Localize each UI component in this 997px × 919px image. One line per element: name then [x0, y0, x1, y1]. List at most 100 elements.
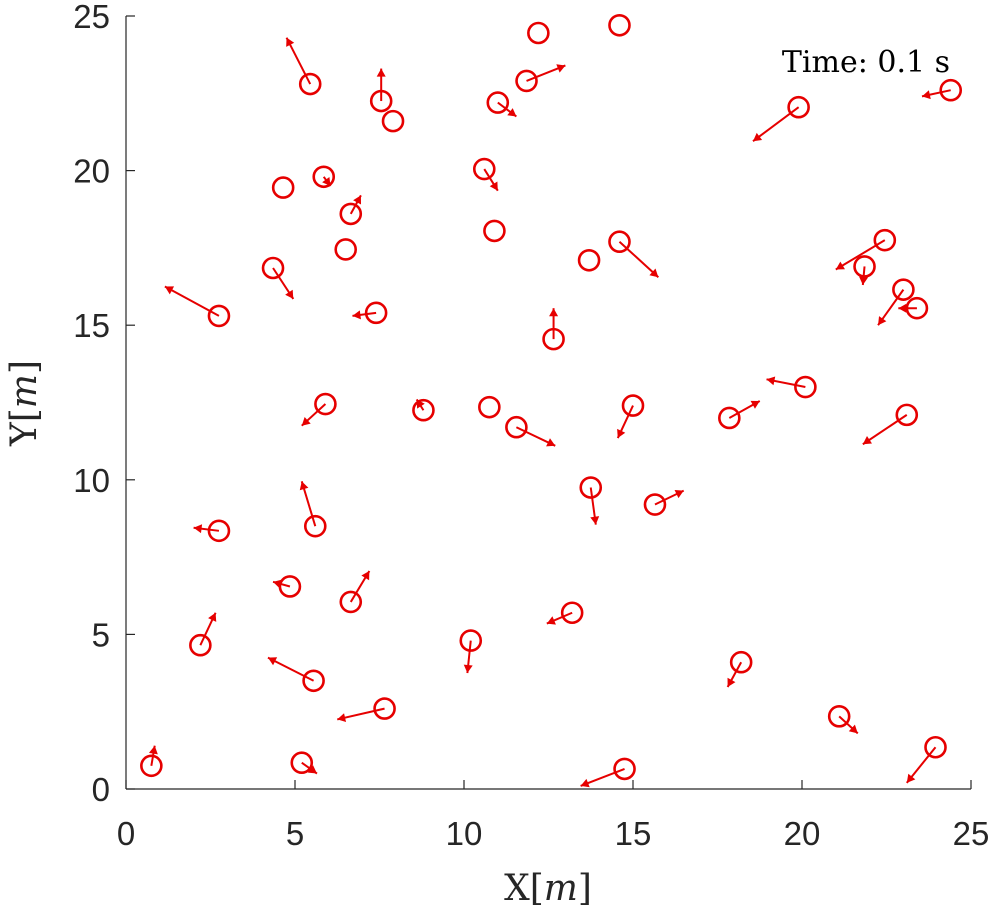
arrow-head	[580, 778, 590, 788]
arrow-head	[649, 268, 659, 278]
y-tick-label: 20	[73, 153, 110, 190]
velocity-arrow	[337, 707, 385, 721]
agent-point	[643, 493, 667, 516]
agent-point	[718, 406, 741, 430]
arrow-head	[361, 571, 370, 581]
agent-point	[577, 248, 601, 272]
x-tick-label: 5	[286, 815, 304, 852]
agent-point	[303, 514, 327, 538]
agent-point	[140, 754, 163, 778]
velocity-arrow	[285, 37, 312, 85]
agent-point	[939, 78, 963, 102]
arrow-head	[301, 416, 311, 426]
agent-point	[459, 629, 483, 652]
velocity-arrow	[835, 239, 886, 271]
arrow-head	[766, 376, 776, 386]
arrow-head	[507, 108, 517, 117]
agent-point	[290, 751, 314, 775]
agent-point	[271, 176, 295, 199]
arrow-head	[898, 303, 907, 313]
y-tick-label: 0	[92, 771, 110, 808]
agent-point	[527, 21, 550, 45]
agent-point	[261, 256, 285, 280]
y-tick-label: 15	[73, 307, 110, 344]
agent-point	[560, 601, 584, 625]
x-tick-label: 25	[953, 815, 990, 852]
arrow-head	[921, 90, 931, 100]
arrow-head	[549, 308, 559, 317]
agent-point	[189, 633, 212, 657]
y-tick-label: 10	[73, 462, 110, 499]
arrow-head	[750, 400, 760, 409]
arrow-head	[376, 68, 386, 77]
agent-point	[608, 13, 631, 37]
agent-point	[472, 157, 496, 181]
y-tick-label: 25	[73, 0, 110, 35]
agent-point	[924, 735, 947, 759]
agent-point	[608, 230, 631, 254]
arrow-head	[353, 195, 362, 205]
agent-point	[486, 91, 510, 114]
x-tick-label: 0	[117, 815, 135, 852]
agent-point	[339, 590, 363, 614]
agent-markers	[140, 13, 963, 788]
arrow-head	[193, 524, 203, 534]
agent-point	[729, 650, 753, 674]
arrow-head	[556, 64, 566, 73]
agent-point	[298, 72, 322, 96]
arrow-head	[164, 286, 175, 295]
agent-point	[505, 415, 528, 439]
arrow-head	[546, 616, 556, 625]
arrow-head	[859, 276, 869, 286]
arrow-head	[307, 765, 317, 774]
arrow-head	[148, 745, 158, 755]
agent-point	[787, 95, 810, 119]
arrow-head	[727, 677, 736, 687]
agent-point	[314, 392, 337, 416]
agent-point	[302, 669, 325, 693]
agent-point	[895, 403, 919, 427]
arrow-head	[352, 310, 361, 320]
arrow-head	[862, 436, 872, 445]
agent-point	[412, 398, 435, 422]
agent-point	[483, 219, 506, 243]
agent-point	[373, 697, 396, 720]
arrow-head	[546, 438, 556, 447]
agent-point	[334, 238, 358, 261]
agent-point	[827, 705, 851, 728]
agent-point	[312, 165, 336, 189]
arrow-head	[878, 316, 887, 326]
agent-point	[892, 278, 915, 301]
time-annotation: Time: 0.1 s	[782, 45, 950, 80]
velocity-arrow	[752, 106, 800, 143]
agent-point	[381, 109, 405, 133]
arrow-head	[337, 713, 347, 723]
x-ticks: 0 5 10 15 20 25	[117, 780, 990, 852]
x-tick-label: 10	[446, 815, 483, 852]
arrow-head	[463, 664, 473, 674]
y-ticks: 0 5 10 15 20 25	[73, 0, 135, 808]
velocity-arrow	[862, 414, 908, 446]
agent-point	[364, 301, 388, 325]
x-axis-label: X[m]	[504, 868, 592, 909]
arrow-head	[322, 176, 331, 187]
agent-point	[339, 202, 363, 226]
y-tick-label: 5	[92, 616, 110, 653]
agent-point	[579, 476, 603, 499]
x-tick-label: 15	[615, 815, 652, 852]
velocity-arrow	[164, 285, 220, 317]
arrow-head	[267, 657, 278, 666]
arrow-head	[906, 773, 916, 783]
arrow-head	[835, 261, 845, 270]
agent-point	[207, 519, 231, 543]
agent-point	[478, 395, 501, 419]
agent-point	[207, 304, 231, 328]
velocity-arrow	[618, 240, 660, 279]
arrow-head	[273, 579, 282, 589]
agent-point	[794, 375, 817, 399]
x-tick-label: 20	[784, 815, 821, 852]
arrow-head	[416, 399, 425, 409]
arrow-head	[590, 516, 600, 525]
arrow-head	[286, 37, 295, 47]
